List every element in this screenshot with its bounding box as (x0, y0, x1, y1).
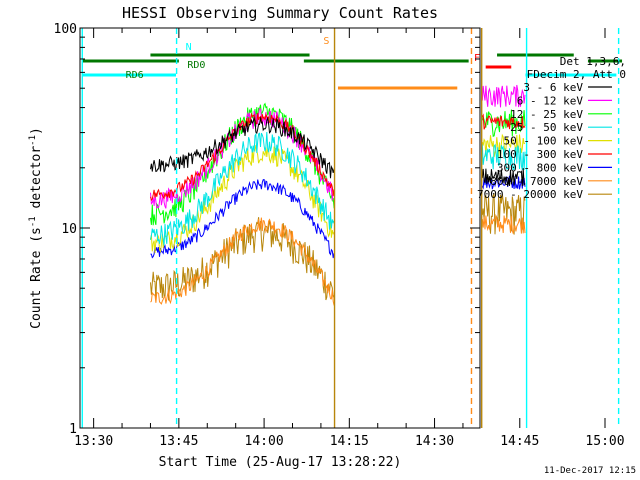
y-tick-label-1: 10 (61, 222, 77, 237)
x-tick-label-0: 13:30 (74, 434, 113, 449)
series-line-2 (150, 102, 526, 226)
legend-label-8: 7000 - 20000 keV (477, 188, 583, 201)
y-tick-label-2: 100 (54, 22, 77, 37)
series-line-3 (150, 131, 526, 246)
y-axis-label-main: Count Rate (s (29, 227, 44, 329)
y-axis-label: Count Rate (s-1 detector-1) (28, 127, 44, 329)
x-axis-ticks: 13:30 13:45 14:00 14:15 14:30 14:45 15:00 (74, 28, 625, 449)
series-line-7 (150, 214, 526, 306)
generation-timestamp: 11-Dec-2017 12:15 (544, 466, 636, 476)
legend-label-5: 100 - 300 keV (497, 148, 583, 161)
legend-label-0: 3 - 6 keV (523, 81, 583, 94)
y-axis-label-mid: detector (29, 146, 44, 217)
x-tick-label-6: 15:00 (585, 434, 624, 449)
series-line-0 (150, 116, 526, 187)
vertical-markers-layer (81, 28, 620, 428)
y-axis-label-end: ) (29, 127, 44, 135)
flag-bars-layer: NSFRD0RD6 (82, 36, 623, 90)
x-tick-label-4: 14:30 (415, 434, 454, 449)
y-axis-label-sup1: -1 (28, 216, 38, 227)
x-tick-label-3: 14:15 (330, 434, 369, 449)
legend-label-7: 800 - 7000 keV (490, 175, 583, 188)
series-line-1 (150, 84, 526, 210)
legend-label-3: 25 - 50 keV (510, 121, 583, 134)
legend-label-2: 12 - 25 keV (510, 108, 583, 121)
x-tick-label-2: 14:00 (245, 434, 284, 449)
legend-label-6: 300 - 800 keV (497, 161, 583, 174)
flag-label-n: N (186, 42, 192, 53)
flag-label-s: S (323, 36, 329, 47)
series-line-5 (150, 112, 526, 202)
flag-label-rd6: RD6 (126, 70, 144, 81)
x-axis-label: Start Time (25-Aug-17 13:28:22) (159, 455, 402, 470)
legend-label-1: 6 - 12 keV (517, 94, 584, 107)
data-series-layer (150, 84, 526, 306)
x-tick-label-5: 14:45 (500, 434, 539, 449)
legend-header-1: FDecim 2, Att 0 (527, 68, 626, 81)
y-axis-label-sup2: -1 (28, 135, 38, 146)
flag-label-rd0: RD0 (187, 60, 205, 71)
legend-label-4: 50 - 100 keV (504, 135, 584, 148)
y-tick-label-0: 1 (69, 422, 77, 437)
series-line-6 (150, 175, 526, 259)
legend-header-0: Det 1,3,6, (560, 55, 626, 68)
x-tick-label-1: 13:45 (159, 434, 198, 449)
y-axis-ticks: 1 10 100 (54, 22, 480, 437)
chart-title: HESSI Observing Summary Count Rates (122, 4, 438, 22)
